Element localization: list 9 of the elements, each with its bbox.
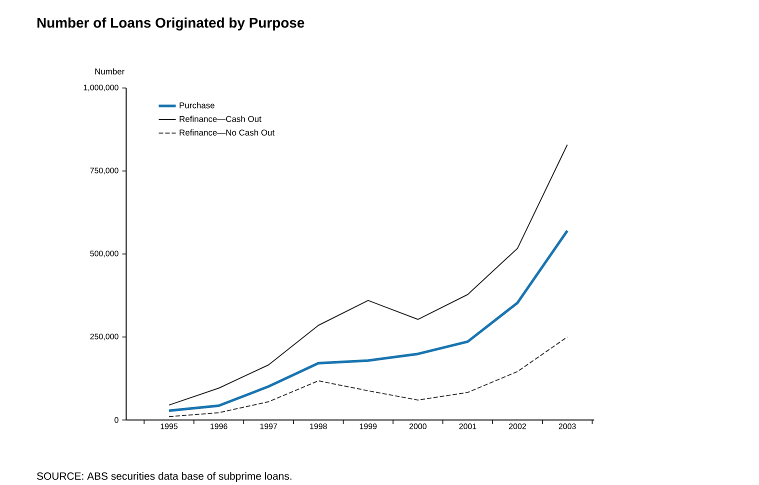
- y-axis-title: Number: [95, 68, 125, 74]
- chart-title: Number of Loans Originated by Purpose: [37, 17, 304, 30]
- line-series: [168, 144, 568, 406]
- line-series: [168, 229, 569, 412]
- legend-label: Purchase: [180, 102, 214, 108]
- legend-label: Refinance—Cash Out: [180, 116, 262, 122]
- legend-label: Refinance—No Cash Out: [180, 129, 275, 136]
- line-series: [168, 336, 568, 418]
- source-note: SOURCE: ABS securities data base of subprime loans.: [36, 472, 292, 482]
